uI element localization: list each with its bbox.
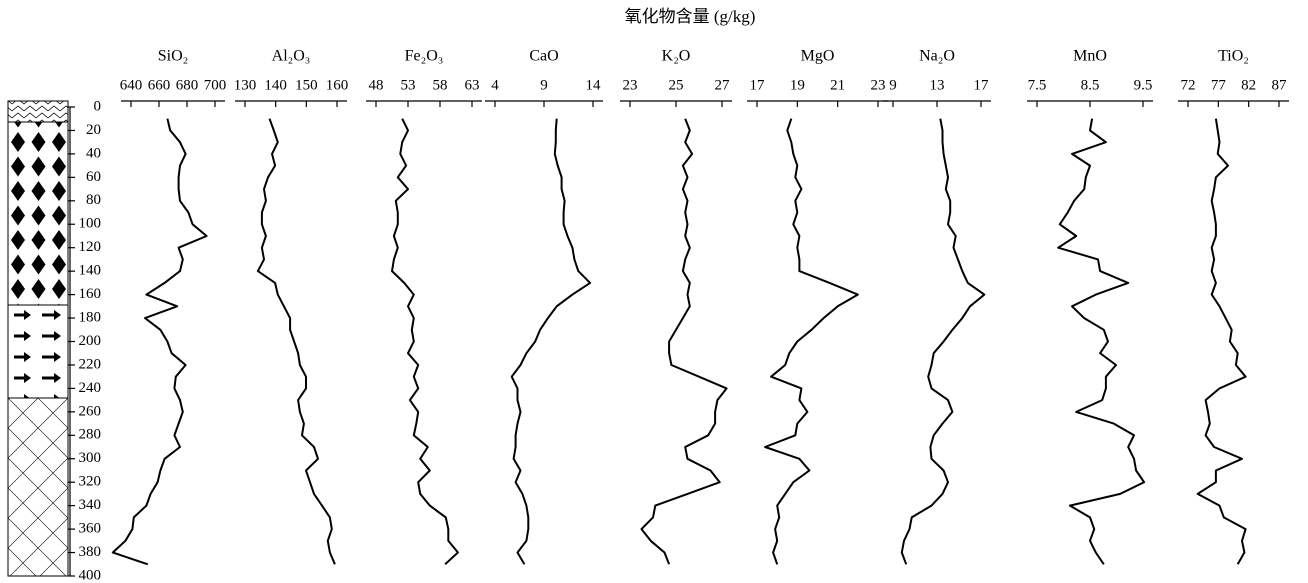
x-tick-label: 14: [586, 77, 602, 93]
panel-title: SiO₂: [158, 48, 188, 65]
y-tick-label: 140: [79, 263, 102, 279]
y-tick-label: 60: [86, 169, 101, 185]
x-tick-label: 25: [669, 77, 684, 93]
x-tick-label: 160: [326, 77, 349, 93]
x-tick-label: 77: [1211, 77, 1227, 93]
x-tick-label: 700: [204, 77, 227, 93]
profile-line: [1057, 118, 1146, 565]
profile-line: [640, 118, 728, 565]
x-tick-label: 680: [176, 77, 199, 93]
y-tick-label: 20: [86, 122, 101, 138]
lithology-layer: [7, 100, 69, 123]
panel-title: Al₂O₃: [272, 48, 311, 65]
y-tick-label: 0: [94, 98, 102, 114]
x-tick-label: 8.5: [1081, 77, 1100, 93]
y-tick-label: 400: [79, 567, 102, 583]
x-tick-label: 19: [790, 77, 805, 93]
y-tick-label: 200: [79, 333, 102, 349]
profile-line: [764, 118, 859, 565]
y-tick-label: 320: [79, 474, 102, 490]
profile-line: [111, 118, 208, 566]
panel-title: MgO: [801, 48, 835, 65]
profile-line: [1196, 118, 1247, 565]
y-tick-label: 260: [79, 403, 102, 419]
x-tick-label: 21: [830, 77, 845, 93]
panel-title: Fe₂O₃: [405, 48, 444, 65]
panel-title: TiO₂: [1218, 48, 1249, 65]
x-tick-label: 63: [465, 77, 480, 93]
x-tick-label: 660: [148, 77, 171, 93]
profile-line: [256, 118, 336, 565]
x-tick-label: 53: [401, 77, 416, 93]
y-tick-label: 240: [79, 380, 102, 396]
profile-line: [510, 118, 592, 565]
lithology-layer: [7, 397, 69, 577]
x-tick-label: 48: [369, 77, 384, 93]
x-tick-label: 82: [1241, 77, 1256, 93]
x-tick-label: 23: [623, 77, 638, 93]
profile-line: [900, 118, 986, 565]
lithology-layer: [7, 304, 69, 399]
x-tick-label: 9.5: [1134, 77, 1153, 93]
y-tick-label: 180: [79, 309, 102, 325]
x-tick-label: 87: [1272, 77, 1288, 93]
x-tick-label: 4: [491, 77, 499, 93]
x-tick-label: 23: [871, 77, 886, 93]
y-tick-label: 220: [79, 356, 102, 372]
x-tick-label: 640: [120, 77, 143, 93]
x-tick-label: 58: [433, 77, 448, 93]
y-tick-label: 160: [79, 286, 102, 302]
x-tick-label: 13: [930, 77, 945, 93]
y-tick-label: 280: [79, 427, 102, 443]
y-tick-label: 100: [79, 216, 102, 232]
y-tick-label: 40: [86, 145, 101, 161]
lithology-column: [7, 100, 69, 577]
y-tick-label: 300: [79, 450, 102, 466]
y-tick-label: 380: [79, 544, 102, 560]
y-tick-label: 80: [86, 192, 101, 208]
panel-title: MnO: [1073, 48, 1107, 65]
y-tick-label: 120: [79, 239, 102, 255]
panel-title: K₂O: [662, 48, 691, 65]
x-tick-label: 17: [974, 77, 990, 93]
chart-title: 氧化物含量 (g/kg): [625, 7, 756, 26]
x-tick-label: 9: [540, 77, 548, 93]
x-tick-label: 130: [234, 77, 257, 93]
panel-title: CaO: [529, 48, 558, 65]
x-tick-label: 17: [750, 77, 766, 93]
profile-line: [391, 118, 459, 566]
lithology-layer: [7, 121, 69, 306]
y-tick-label: 360: [79, 521, 102, 537]
x-tick-label: 150: [295, 77, 318, 93]
x-tick-label: 27: [715, 77, 731, 93]
x-tick-label: 7.5: [1028, 77, 1047, 93]
x-tick-label: 72: [1181, 77, 1196, 93]
y-tick-label: 340: [79, 497, 102, 513]
x-tick-label: 9: [889, 77, 897, 93]
x-tick-label: 140: [264, 77, 287, 93]
panel-title: Na₂O: [919, 48, 955, 65]
